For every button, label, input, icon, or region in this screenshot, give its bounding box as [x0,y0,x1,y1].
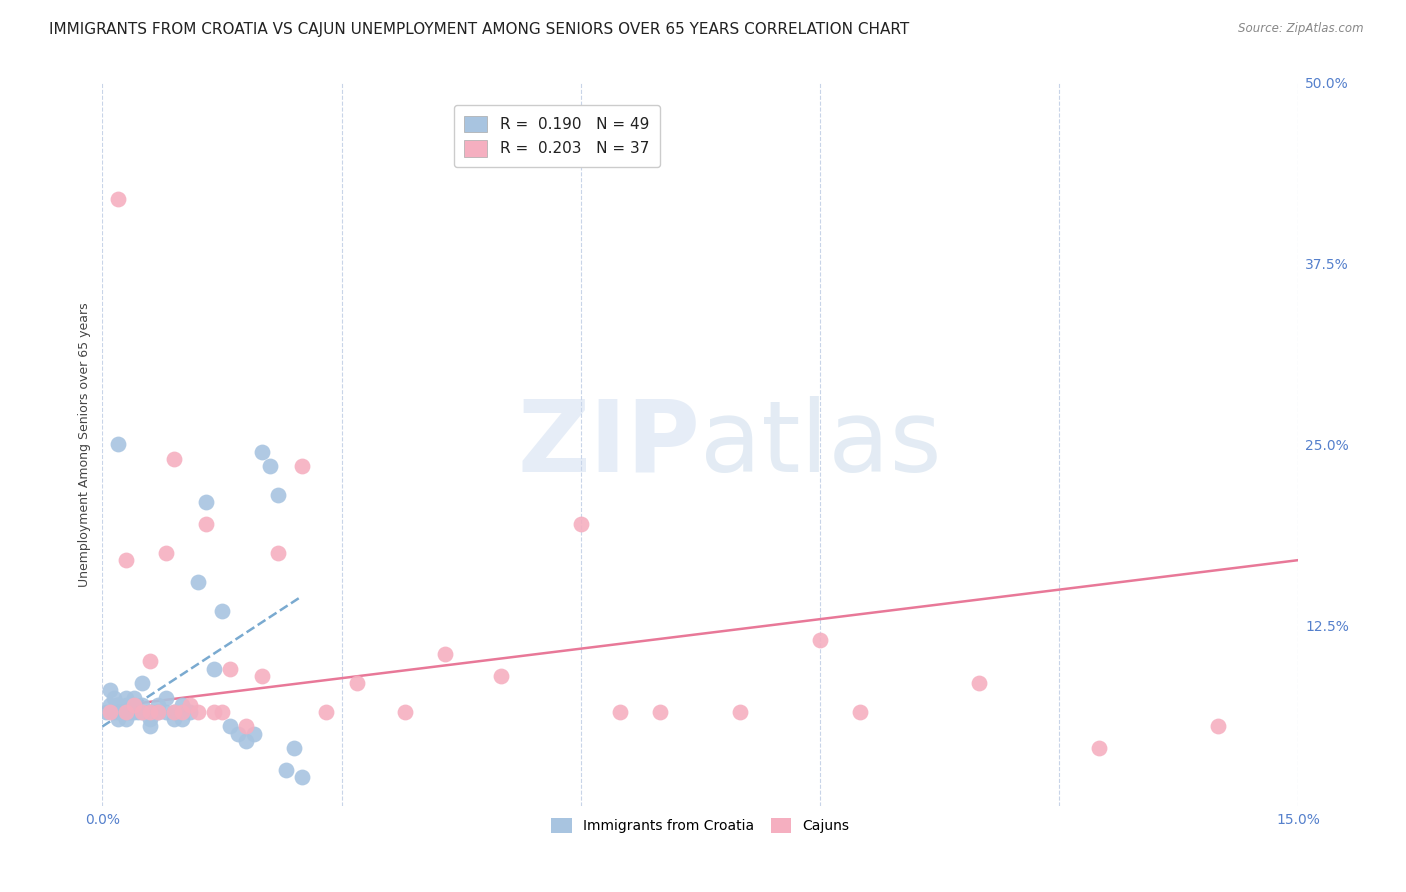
Point [187,574,209,589]
Point [187,705,209,719]
Point [96,705,118,719]
Point [1206,719,1229,733]
Point [346,676,368,690]
Point [107,712,129,726]
Point [115,553,138,567]
Point [115,705,138,719]
Point [115,698,138,712]
Legend: Immigrants from Croatia, Cajuns: Immigrants from Croatia, Cajuns [546,813,855,838]
Point [155,546,177,560]
Point [226,727,249,741]
Point [107,192,129,206]
Point [259,459,281,474]
Point [202,705,225,719]
Point [250,669,273,683]
Point [105,698,128,712]
Point [202,662,225,676]
Point [211,604,233,618]
Point [235,719,257,733]
Point [98,705,121,719]
Point [122,698,145,712]
Point [569,516,592,531]
Point [148,705,170,719]
Point [98,683,121,698]
Point [489,669,512,683]
Point [98,698,121,712]
Point [139,712,162,726]
Point [195,516,218,531]
Point [211,705,233,719]
Point [267,488,290,502]
Point [115,690,138,705]
Point [267,546,290,560]
Point [219,662,242,676]
Point [848,705,870,719]
Point [139,654,162,668]
Point [163,705,186,719]
Point [122,698,145,712]
Text: ZIP: ZIP [517,396,700,493]
Text: atlas: atlas [700,396,942,493]
Point [155,690,177,705]
Point [115,705,138,719]
Point [728,705,751,719]
Point [172,698,194,712]
Point [394,705,416,719]
Point [1087,741,1109,756]
Point [131,698,153,712]
Text: Source: ZipAtlas.com: Source: ZipAtlas.com [1239,22,1364,36]
Point [127,705,149,719]
Point [609,705,631,719]
Point [120,705,142,719]
Point [107,698,129,712]
Point [808,632,831,647]
Point [291,770,314,784]
Point [163,452,186,467]
Point [163,705,186,719]
Point [274,763,297,777]
Point [131,676,153,690]
Point [103,690,125,705]
Point [155,705,177,719]
Point [122,705,145,719]
Point [148,705,170,719]
Point [650,705,672,719]
Point [115,712,138,726]
Point [235,734,257,748]
Point [967,676,990,690]
Text: IMMIGRANTS FROM CROATIA VS CAJUN UNEMPLOYMENT AMONG SENIORS OVER 65 YEARS CORREL: IMMIGRANTS FROM CROATIA VS CAJUN UNEMPLO… [49,22,910,37]
Point [434,647,457,661]
Point [163,712,186,726]
Point [139,719,162,733]
Point [107,437,129,451]
Point [148,698,170,712]
Point [107,705,129,719]
Point [250,444,273,458]
Point [111,705,134,719]
Point [219,719,242,733]
Point [315,705,337,719]
Point [139,705,162,719]
Point [172,712,194,726]
Point [139,705,162,719]
Point [131,705,153,719]
Point [179,705,201,719]
Point [291,459,314,474]
Point [172,705,194,719]
Y-axis label: Unemployment Among Seniors over 65 years: Unemployment Among Seniors over 65 years [79,302,91,587]
Point [103,705,125,719]
Point [179,698,201,712]
Point [195,495,218,509]
Point [122,690,145,705]
Point [131,705,153,719]
Point [283,741,305,756]
Point [243,727,266,741]
